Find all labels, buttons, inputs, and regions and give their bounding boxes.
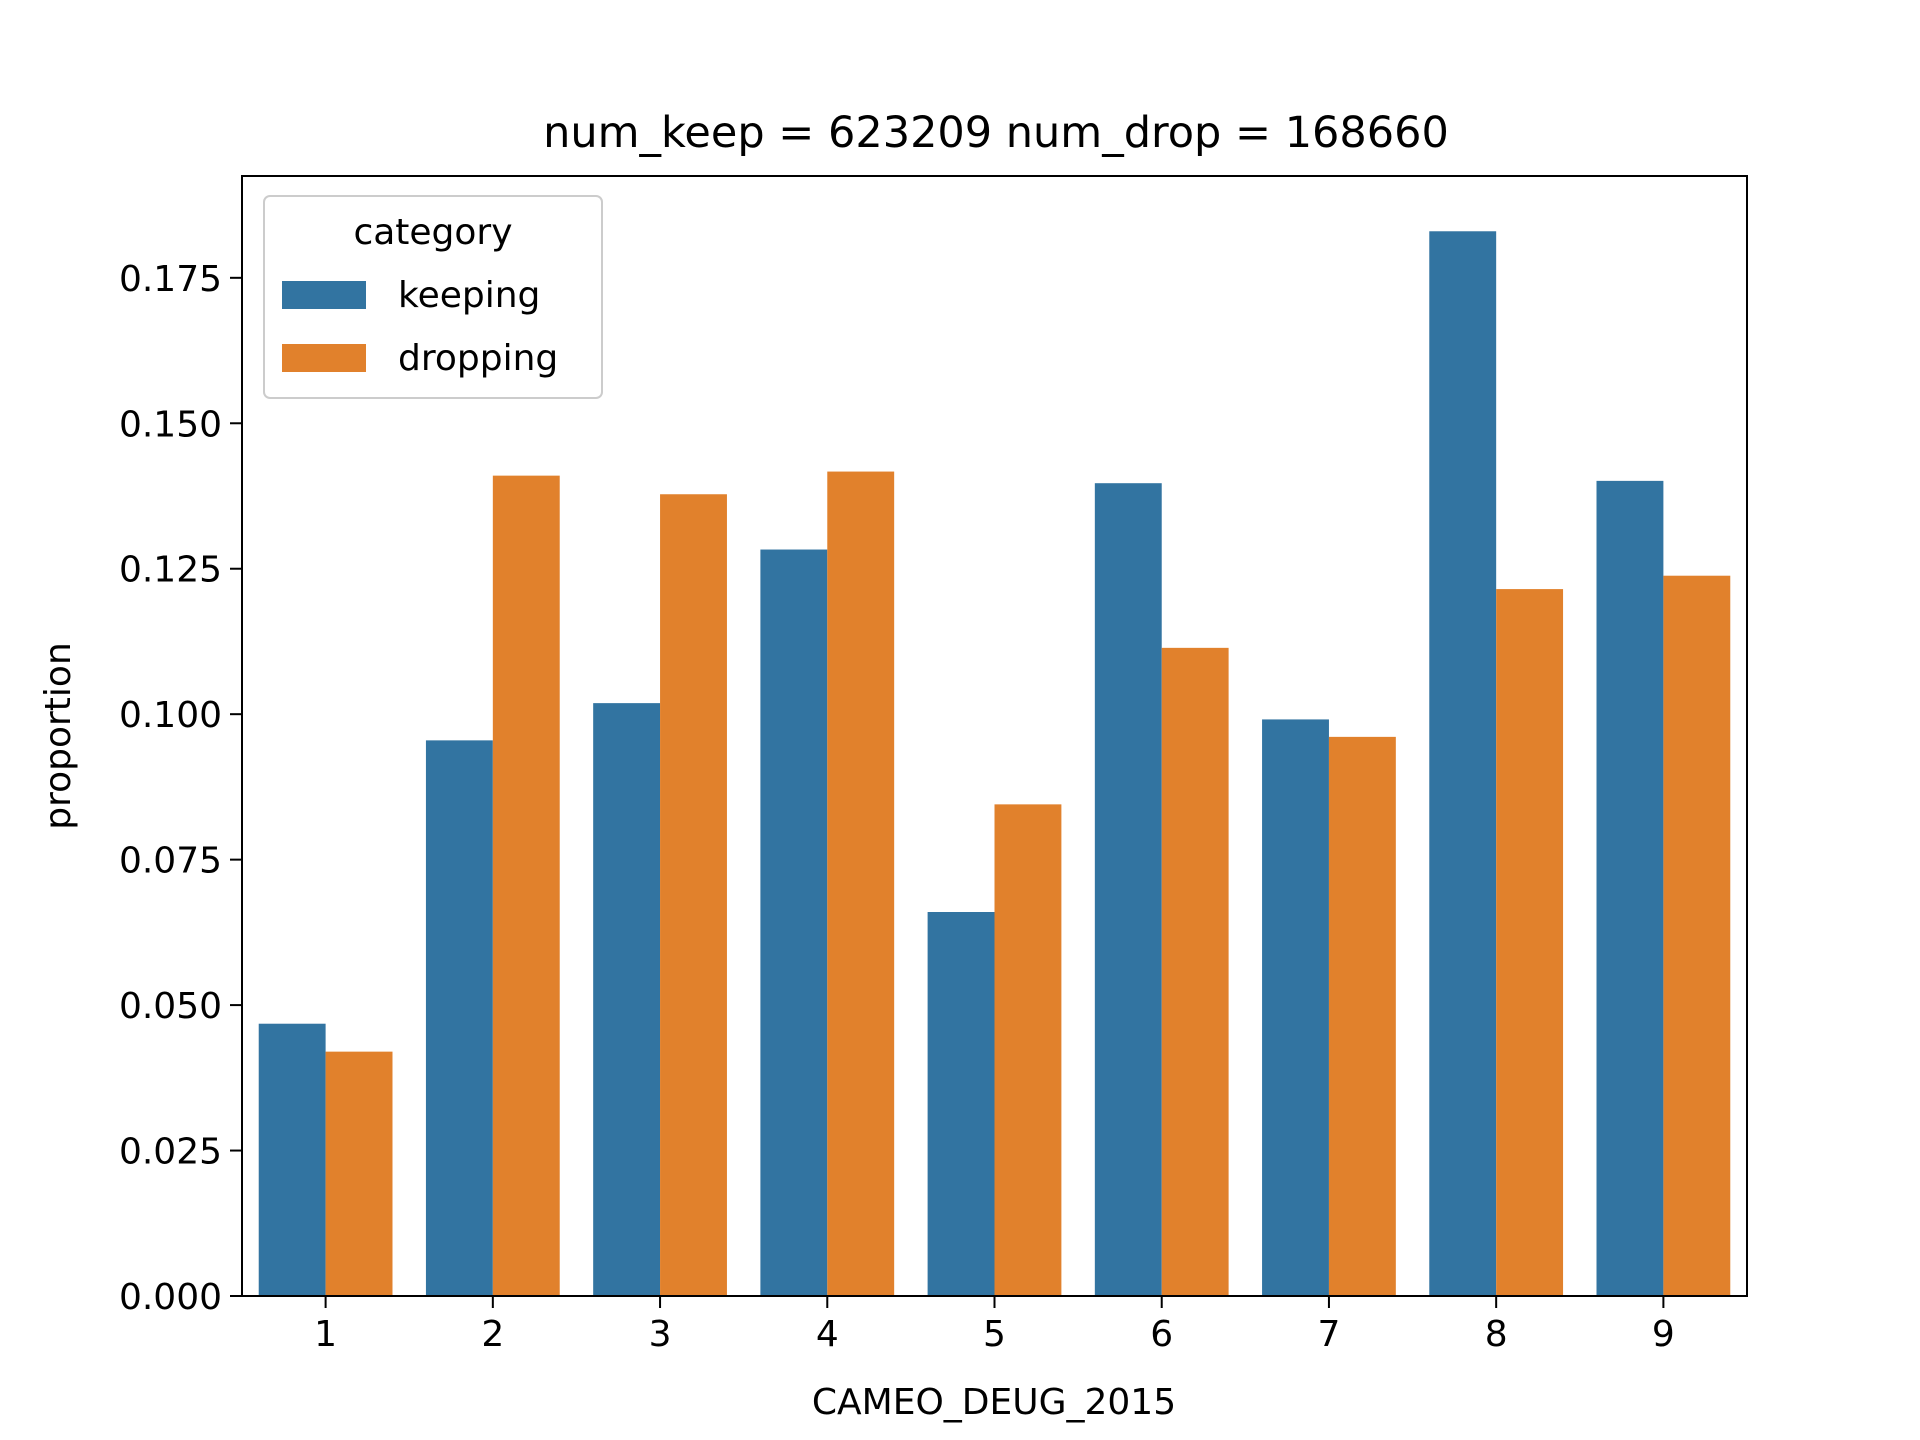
- bar-dropping-5: [994, 804, 1062, 1296]
- bar-dropping-3: [660, 494, 727, 1296]
- bar-keeping-9: [1596, 480, 1664, 1296]
- legend-title: category: [353, 212, 512, 253]
- bar-dropping-2: [492, 475, 560, 1296]
- y-tick-label: 0.075: [119, 841, 222, 882]
- bars-group: [258, 231, 1731, 1296]
- legend-label-keeping: keeping: [398, 275, 540, 316]
- bar-dropping-6: [1161, 647, 1229, 1296]
- y-tick-label: 0.025: [119, 1132, 222, 1173]
- y-tick-label: 0.125: [119, 550, 222, 591]
- legend-swatch-dropping: [282, 344, 366, 372]
- y-axis-label: proportion: [38, 642, 79, 830]
- legend-swatch-keeping: [282, 281, 366, 309]
- bar-dropping-7: [1328, 736, 1396, 1296]
- legend: category keeping dropping: [263, 195, 603, 399]
- bar-keeping-1: [258, 1023, 326, 1296]
- y-tick-label: 0.100: [119, 695, 222, 736]
- bar-keeping-8: [1429, 231, 1497, 1296]
- x-tick-label: 8: [1485, 1314, 1508, 1355]
- bar-keeping-3: [593, 703, 661, 1296]
- bar-keeping-6: [1094, 483, 1162, 1296]
- x-tick-label: 1: [314, 1314, 337, 1355]
- x-tick-label: 4: [816, 1314, 839, 1355]
- x-axis-label: CAMEO_DEUG_2015: [812, 1382, 1176, 1423]
- bar-dropping-8: [1496, 589, 1564, 1296]
- y-tick-label: 0.000: [119, 1277, 222, 1318]
- bar-keeping-5: [927, 912, 995, 1296]
- y-tick-label: 0.050: [119, 986, 222, 1027]
- legend-label-dropping: dropping: [398, 338, 558, 379]
- chart-title: num_keep = 623209 num_drop = 168660: [543, 108, 1449, 158]
- bar-dropping-1: [325, 1051, 393, 1296]
- bar-dropping-4: [827, 471, 895, 1296]
- bar-keeping-7: [1262, 719, 1329, 1296]
- x-tick-label: 6: [1150, 1314, 1173, 1355]
- bar-keeping-4: [760, 549, 828, 1296]
- y-tick-label: 0.175: [119, 259, 222, 300]
- x-tick-label: 3: [649, 1314, 672, 1355]
- bar-dropping-9: [1663, 575, 1731, 1296]
- x-tick-label: 5: [983, 1314, 1006, 1355]
- y-axis: 0.000 0.025 0.050 0.075 0.100 0.125 0.150 0.175: [119, 259, 242, 1318]
- x-tick-label: 9: [1652, 1314, 1675, 1355]
- x-axis: 1 2 3 4 5 6 7 8 9: [314, 1296, 1675, 1355]
- y-tick-label: 0.150: [119, 404, 222, 445]
- x-tick-label: 2: [481, 1314, 504, 1355]
- bar-keeping-2: [425, 740, 493, 1296]
- x-tick-label: 7: [1317, 1314, 1340, 1355]
